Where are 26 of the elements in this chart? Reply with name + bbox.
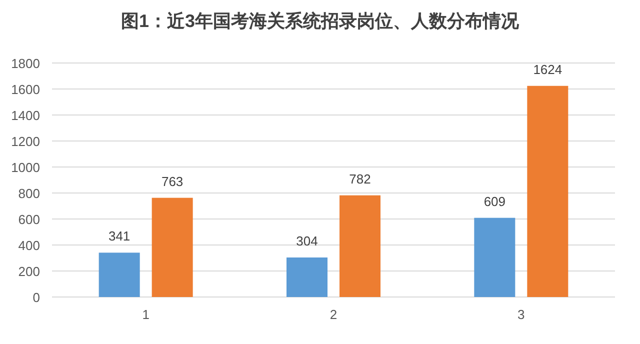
y-tick-label: 800 [18,186,40,201]
y-tick-label: 400 [18,238,40,253]
chart-title: 图1：近3年国考海关系统招录岗位、人数分布情况 [120,11,520,31]
bar [527,86,568,297]
bar [340,195,380,297]
data-label: 782 [349,171,371,186]
y-tick-label: 1400 [11,108,40,123]
bar [474,218,516,297]
bar [286,257,328,297]
y-tick-label: 1000 [11,160,40,175]
x-tick-label: 2 [330,307,338,322]
data-label: 609 [484,194,506,209]
y-tick-label: 1200 [11,134,40,149]
data-label: 763 [161,174,184,189]
x-tick-label: 3 [518,307,525,322]
data-label: 1624 [533,62,562,77]
x-tick-label: 1 [142,307,150,322]
data-label: 341 [108,228,130,244]
y-tick-label: 600 [18,212,40,227]
y-tick-label: 0 [32,290,40,305]
bar [152,198,193,297]
y-tick-label: 1600 [11,82,40,97]
data-label: 304 [296,233,318,248]
bar [98,252,140,297]
y-tick-label: 200 [18,264,40,279]
y-tick-label: 1800 [11,56,40,71]
